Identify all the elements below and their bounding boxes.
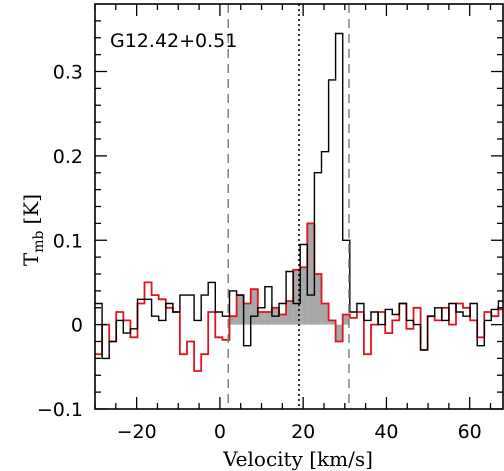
y-tick-label: 0.2	[53, 146, 83, 168]
y-axis-title: Tmb [K]	[19, 194, 47, 266]
x-tick-label: 40	[374, 421, 398, 443]
y-tick-label: 0.3	[53, 62, 83, 84]
shade-bar	[328, 320, 336, 325]
y-axis-title-sub: mb	[31, 230, 47, 252]
y-tick-labels: −0.1 0 0.1 0.2 0.3	[37, 62, 83, 422]
shade-bar	[293, 269, 301, 325]
shade-bar	[300, 267, 308, 325]
series-black-line	[95, 32, 503, 360]
shade-bar	[243, 303, 251, 325]
shade-bar	[321, 303, 329, 325]
shade-bar	[257, 311, 265, 325]
chart-title: G12.42+0.51	[110, 30, 237, 52]
shaded-integration-region	[228, 223, 349, 342]
x-tick-label: −20	[117, 421, 157, 443]
shade-bar	[229, 316, 237, 325]
x-tick-label: 20	[291, 421, 315, 443]
axis-ticks	[94, 4, 503, 410]
shade-bar	[307, 223, 315, 325]
x-tick-label: 0	[214, 421, 226, 443]
y-tick-label: −0.1	[37, 399, 83, 421]
y-axis-title-main: T	[19, 252, 43, 266]
shade-bar	[286, 301, 294, 325]
shade-bar	[314, 274, 322, 325]
shade-bar	[236, 295, 244, 325]
y-axis-title-unit: [K]	[19, 194, 43, 225]
shade-bar	[250, 289, 258, 325]
x-axis-title: Velocity [km/s]	[222, 447, 373, 471]
shade-bar	[342, 314, 349, 325]
shade-bar	[264, 311, 272, 325]
series-black-path	[95, 32, 503, 360]
x-tick-labels: −20 0 20 40 60	[117, 421, 482, 443]
reference-lines	[227, 4, 350, 409]
svg-text:Tmb[K]: Tmb [K]	[19, 194, 47, 266]
x-tick-label: 60	[458, 421, 482, 443]
shade-bar	[279, 314, 287, 325]
shade-bar	[335, 324, 343, 342]
y-tick-label: 0	[71, 315, 83, 337]
y-tick-label: 0.1	[53, 230, 83, 252]
